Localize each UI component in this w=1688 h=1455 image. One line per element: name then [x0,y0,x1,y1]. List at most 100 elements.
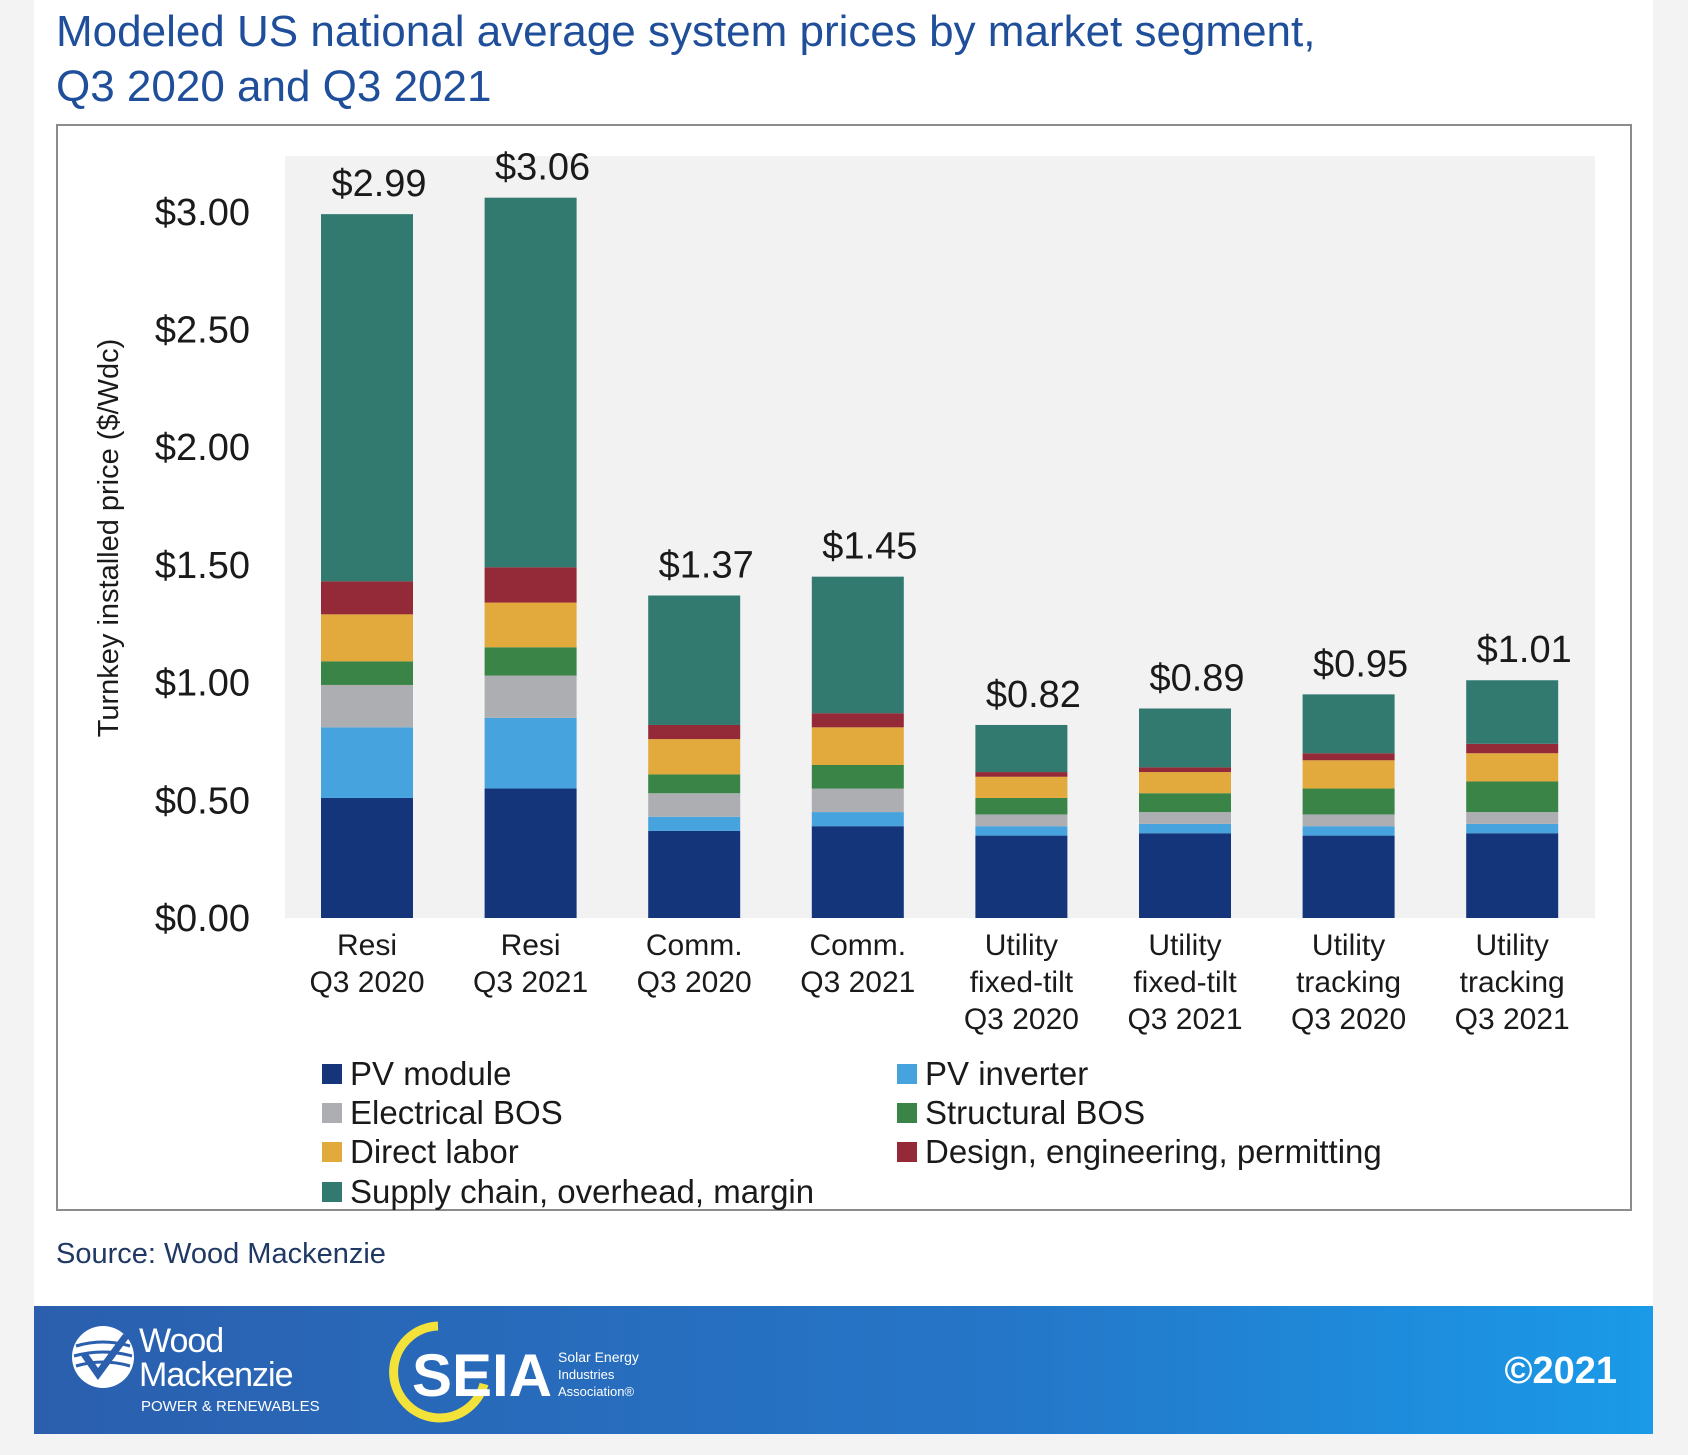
legend-item: PV inverter [897,1055,1088,1093]
x-tick-label: Q3 2020 [309,966,424,999]
bar-segment-supply-chain-overhead-margin [648,595,741,725]
legend-swatch [322,1064,342,1084]
bar-segment-supply-chain-overhead-margin [1466,680,1559,744]
bar-segment-pv-module [321,797,413,918]
bar-segment-pv-inverter [811,812,904,827]
bar-segment-supply-chain-overhead-margin [975,724,1068,773]
x-tick-label: Q3 2020 [964,1003,1079,1036]
x-tick-label: Utility [1148,929,1221,962]
bar-segment-structural-bos [975,797,1068,815]
bar-segment-pv-inverter [1139,823,1231,834]
bar-segment-pv-module [975,835,1068,918]
x-tick-label: Resi [501,929,561,962]
bar-segment-pv-module [1302,835,1395,918]
legend-swatch [322,1142,342,1162]
bar-segment-pv-module [484,788,577,918]
bar-segment-pv-module [648,830,741,918]
bar-segment-electrical-bos [811,788,904,813]
chart-title: Modeled US national average system price… [56,4,1556,114]
footer-band: Wood Mackenzie POWER & RENEWABLES SEIA S… [34,1306,1653,1434]
bar-segment-electrical-bos [1302,814,1395,827]
bar-segment-electrical-bos [1466,812,1559,824]
bar-segment-design-engineering-permitting [975,772,1068,777]
legend-swatch [322,1182,342,1202]
bar-segment-direct-labor [1302,760,1395,789]
legend-swatch [897,1064,917,1084]
total-label: $1.37 [659,545,754,587]
y-axis-label: Turnkey installed price ($/Wdc) [93,339,125,738]
bar-segment-pv-inverter [1302,826,1395,836]
bar-segment-structural-bos [1139,793,1231,813]
legend-label: PV module [350,1055,512,1092]
legend-item: Design, engineering, permitting [897,1133,1382,1171]
y-tick-label: $2.00 [155,427,250,469]
bar-segment-direct-labor [484,602,577,648]
x-tick-label: tracking [1296,966,1401,999]
y-tick-label: $0.00 [155,898,250,940]
bar-segment-direct-labor [811,727,904,765]
bar-segment-structural-bos [811,764,904,789]
x-tick-label: Q3 2020 [1291,1003,1406,1036]
legend-swatch [897,1103,917,1123]
bar-segment-design-engineering-permitting [648,724,741,740]
x-tick-label: Comm. [809,929,906,962]
x-tick-label: Q3 2021 [473,966,588,999]
y-tick-label: $1.50 [155,545,250,587]
legend-item: PV module [322,1055,511,1093]
bar-segment-direct-labor [648,739,741,775]
x-tick-label: Utility [1312,929,1385,962]
logo-word-wood: Wood [139,1322,224,1360]
x-tick-label: Q3 2021 [1455,1003,1570,1036]
bar-segment-direct-labor [1139,772,1231,794]
legend-item: Direct labor [322,1133,519,1171]
bar-segment-direct-labor [1466,753,1559,782]
svg-text:SEIA: SEIA [412,1342,552,1409]
bar-segment-pv-inverter [484,717,577,789]
bar-segment-supply-chain-overhead-margin [1139,708,1231,768]
svg-text:Association®: Association® [558,1384,634,1399]
bar-segment-electrical-bos [484,675,577,718]
y-tick-label: $2.50 [155,310,250,352]
bar-segment-electrical-bos [1139,812,1231,824]
bar-segment-pv-inverter [648,816,741,831]
total-label: $1.01 [1477,629,1572,671]
legend-item: Structural BOS [897,1094,1145,1132]
bar-segment-pv-module [1466,833,1559,918]
svg-text:Solar Energy: Solar Energy [558,1349,639,1365]
total-label: $0.82 [986,674,1081,716]
legend-label: Electrical BOS [350,1094,563,1131]
bar-segment-pv-module [1139,833,1231,918]
bar-segment-electrical-bos [975,814,1068,827]
logo-word-mackenzie: Mackenzie [139,1356,294,1394]
bar-segment-pv-inverter [975,826,1068,836]
total-label: $0.95 [1313,643,1408,685]
wood-mackenzie-subtitle: POWER & RENEWABLES [141,1398,320,1415]
bar-segment-pv-inverter [321,727,413,798]
x-tick-label: Q3 2020 [637,966,752,999]
copyright: ©2021 [1504,1350,1617,1392]
legend-item: Electrical BOS [322,1094,563,1132]
legend-label: Design, engineering, permitting [925,1133,1382,1170]
wood-mackenzie-logo-icon [72,1326,134,1388]
x-tick-label: fixed-tilt [970,966,1074,999]
svg-text:Industries: Industries [558,1367,615,1382]
y-tick-label: $3.00 [155,192,250,234]
bar-segment-structural-bos [1466,781,1559,813]
bar-segment-structural-bos [648,774,741,794]
x-tick-label: Comm. [646,929,743,962]
total-label: $0.89 [1149,657,1244,699]
bar-segment-pv-inverter [1466,823,1559,834]
bar-segment-design-engineering-permitting [484,567,577,603]
x-tick-label: Resi [337,929,397,962]
x-tick-label: Utility [985,929,1058,962]
bar-segment-structural-bos [484,647,577,676]
bar-segment-supply-chain-overhead-margin [811,576,904,714]
wood-mackenzie-logo-text: Wood Mackenzie [139,1322,294,1394]
bar-segment-supply-chain-overhead-margin [484,197,577,568]
total-label: $2.99 [331,163,426,205]
x-tick-label: Q3 2021 [1127,1003,1242,1036]
total-label: $1.45 [822,526,917,568]
bar-segment-supply-chain-overhead-margin [1302,694,1395,754]
seia-logo: SEIA Solar Energy Industries Association… [389,1321,639,1423]
